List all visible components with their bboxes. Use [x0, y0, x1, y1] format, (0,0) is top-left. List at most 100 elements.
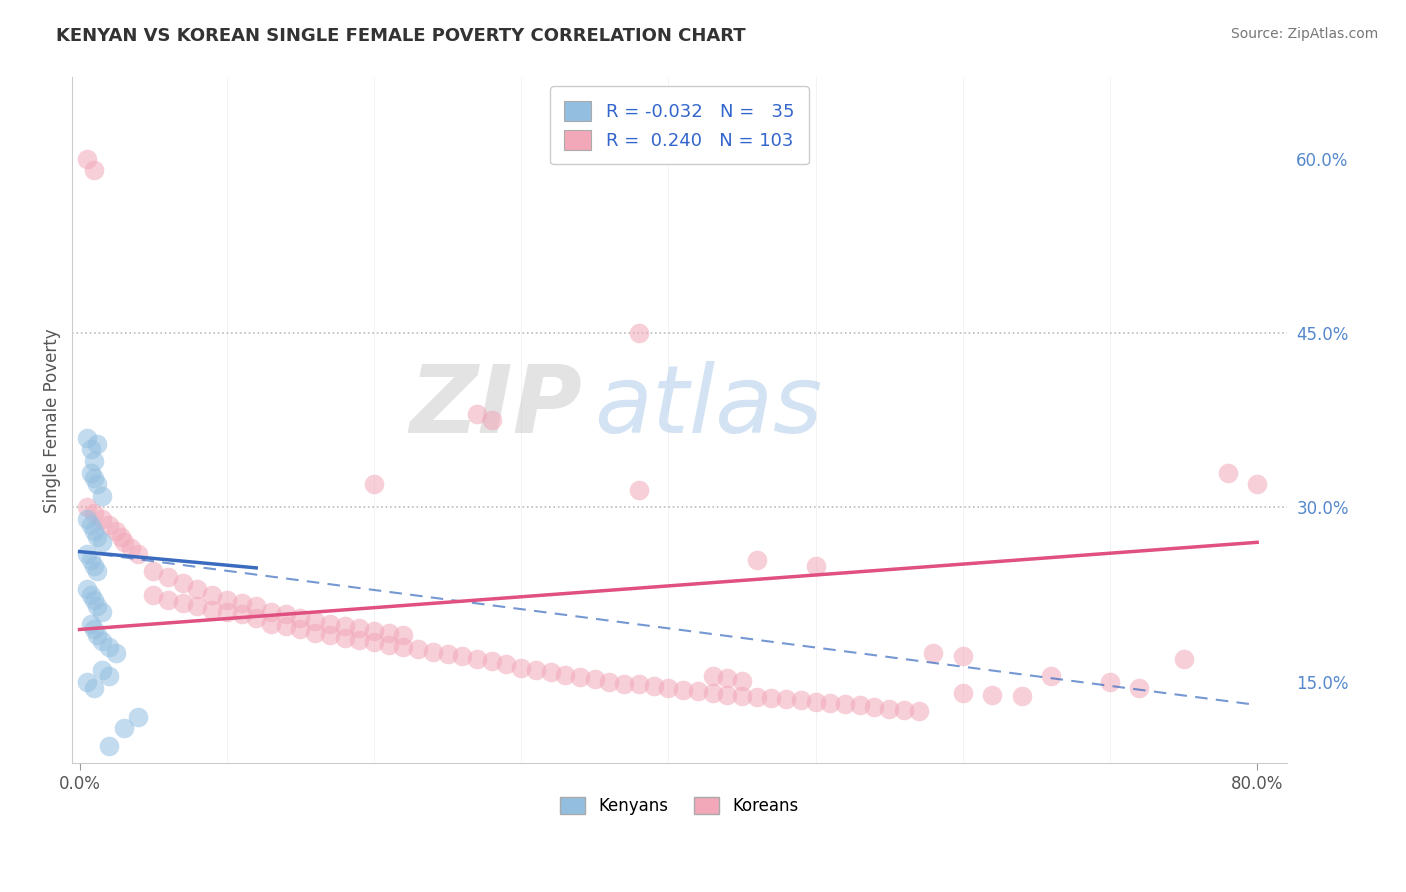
Point	[686, 684, 709, 698]
Point	[98, 640, 121, 654]
Point	[863, 700, 886, 714]
Point	[245, 611, 267, 625]
Point	[274, 619, 297, 633]
Point	[1040, 669, 1063, 683]
Point	[260, 616, 283, 631]
Point	[201, 603, 224, 617]
Point	[451, 649, 474, 664]
Point	[83, 623, 105, 637]
Point	[1173, 651, 1195, 665]
Point	[80, 588, 103, 602]
Point	[333, 619, 356, 633]
Point	[142, 565, 165, 579]
Point	[90, 634, 112, 648]
Point	[554, 668, 576, 682]
Point	[922, 646, 945, 660]
Point	[231, 607, 253, 622]
Point	[1011, 689, 1033, 703]
Point	[952, 649, 974, 664]
Point	[465, 651, 488, 665]
Point	[76, 152, 98, 166]
Point	[83, 471, 105, 485]
Point	[702, 669, 724, 683]
Point	[1128, 681, 1150, 695]
Y-axis label: Single Female Poverty: Single Female Poverty	[44, 328, 60, 513]
Point	[80, 442, 103, 457]
Point	[952, 686, 974, 700]
Point	[495, 657, 517, 672]
Point	[392, 640, 415, 654]
Point	[80, 466, 103, 480]
Point	[142, 588, 165, 602]
Point	[90, 663, 112, 677]
Point	[820, 696, 842, 710]
Point	[86, 436, 108, 450]
Point	[349, 621, 371, 635]
Point	[110, 529, 132, 543]
Point	[465, 408, 488, 422]
Point	[76, 547, 98, 561]
Point	[112, 721, 135, 735]
Point	[186, 599, 208, 614]
Point	[120, 541, 142, 555]
Text: ZIP: ZIP	[409, 360, 582, 452]
Point	[83, 524, 105, 538]
Point	[83, 506, 105, 520]
Point	[86, 565, 108, 579]
Text: atlas: atlas	[595, 361, 823, 452]
Text: KENYAN VS KOREAN SINGLE FEMALE POVERTY CORRELATION CHART: KENYAN VS KOREAN SINGLE FEMALE POVERTY C…	[56, 27, 745, 45]
Point	[105, 524, 128, 538]
Point	[392, 628, 415, 642]
Point	[377, 626, 399, 640]
Point	[834, 697, 856, 711]
Point	[745, 553, 768, 567]
Point	[304, 615, 326, 629]
Point	[319, 628, 342, 642]
Point	[172, 596, 194, 610]
Point	[436, 647, 458, 661]
Point	[98, 739, 121, 753]
Point	[893, 703, 915, 717]
Point	[761, 691, 783, 706]
Point	[231, 596, 253, 610]
Point	[627, 677, 650, 691]
Point	[83, 454, 105, 468]
Point	[304, 626, 326, 640]
Point	[731, 689, 754, 703]
Point	[76, 431, 98, 445]
Point	[981, 688, 1004, 702]
Point	[627, 326, 650, 340]
Point	[716, 671, 738, 685]
Point	[215, 605, 238, 619]
Point	[127, 547, 149, 561]
Point	[716, 688, 738, 702]
Point	[627, 483, 650, 497]
Point	[804, 694, 827, 708]
Point	[1098, 674, 1121, 689]
Point	[406, 642, 429, 657]
Point	[76, 500, 98, 515]
Point	[290, 611, 312, 625]
Point	[363, 635, 385, 649]
Point	[86, 628, 108, 642]
Point	[804, 558, 827, 573]
Point	[83, 163, 105, 178]
Point	[98, 517, 121, 532]
Point	[569, 670, 592, 684]
Point	[86, 529, 108, 543]
Point	[83, 681, 105, 695]
Point	[363, 624, 385, 638]
Point	[363, 477, 385, 491]
Point	[848, 698, 870, 712]
Point	[112, 535, 135, 549]
Point	[613, 677, 636, 691]
Point	[80, 553, 103, 567]
Point	[422, 644, 444, 658]
Legend: Kenyans, Koreans: Kenyans, Koreans	[553, 789, 807, 823]
Point	[877, 701, 900, 715]
Point	[156, 570, 179, 584]
Point	[745, 690, 768, 704]
Point	[319, 616, 342, 631]
Point	[510, 661, 533, 675]
Point	[105, 646, 128, 660]
